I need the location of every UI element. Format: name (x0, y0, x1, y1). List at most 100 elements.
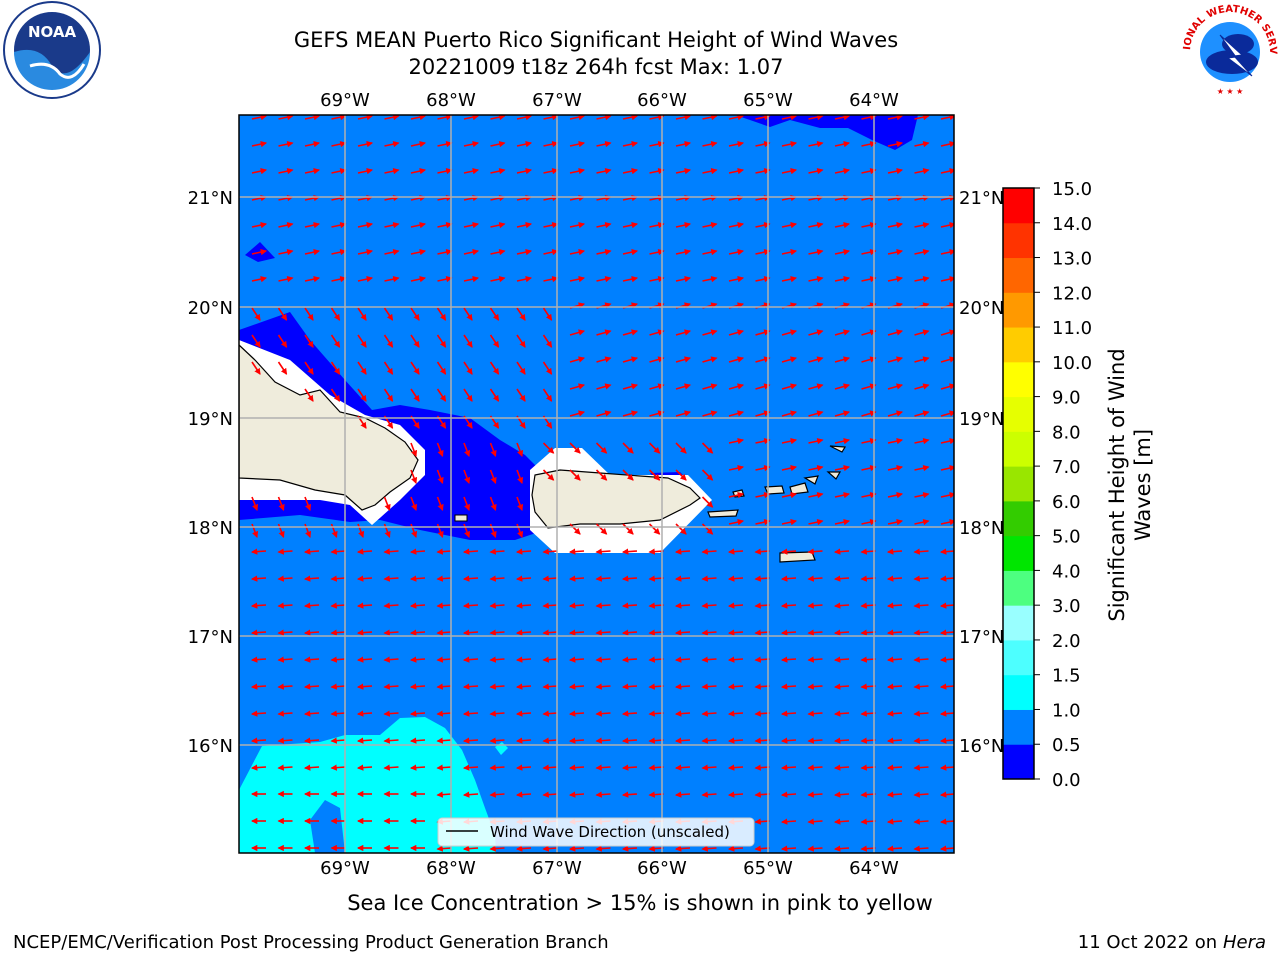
lat-label-left: 21°N (188, 188, 233, 209)
wind-arrow (808, 491, 824, 499)
wind-arrow (304, 248, 321, 256)
wind-arrow (569, 167, 586, 175)
wind-arrow (436, 388, 447, 402)
wind-arrow (755, 115, 771, 121)
wind-arrow (648, 442, 661, 454)
wind-arrow (861, 464, 877, 472)
wind-arrow (409, 548, 426, 555)
wind-arrow (675, 356, 692, 363)
colorbar-swatch (1003, 222, 1034, 259)
wind-arrow (701, 764, 717, 771)
wind-arrow (250, 602, 267, 609)
wind-arrow (489, 496, 497, 511)
wind-arrow (595, 602, 611, 609)
wind-arrow (436, 629, 452, 636)
wind-arrow (781, 275, 798, 283)
wind-arrow (727, 683, 744, 690)
wind-arrow (808, 410, 824, 417)
wind-arrow (436, 575, 452, 582)
wind-arrow (648, 845, 664, 852)
wind-arrow (754, 845, 770, 852)
wind-arrow (410, 334, 420, 348)
wind-arrow (808, 437, 824, 445)
sea-ice-note: Sea Ice Concentration > 15% is shown in … (347, 891, 933, 915)
wind-arrow (701, 845, 717, 852)
wind-arrow (834, 410, 851, 417)
wind-arrow (649, 410, 665, 417)
wind-arrow (728, 221, 745, 229)
wind-arrow (754, 548, 770, 555)
wind-arrow (277, 629, 293, 636)
wind-arrow (277, 307, 288, 321)
wind-arrow (596, 356, 612, 363)
wind-arrow (940, 518, 954, 526)
wind-arrow (331, 140, 347, 148)
wind-arrow (675, 329, 692, 336)
wind-arrow (754, 656, 770, 663)
wind-arrow (674, 845, 691, 852)
wind-arrow (251, 167, 268, 175)
colorbar-tick-label: 11.0 (1052, 318, 1092, 339)
wind-arrow (648, 602, 664, 609)
wind-arrow (331, 167, 347, 175)
wind-arrow (542, 845, 558, 852)
wind-arrow (278, 275, 294, 283)
wind-arrow (621, 845, 638, 852)
wind-arrow (437, 140, 453, 148)
wind-arrow (648, 469, 661, 481)
wind-arrow (490, 221, 506, 229)
lon-label-top: 64°W (849, 90, 899, 111)
wind-arrow (727, 656, 744, 663)
wind-arrow (357, 140, 374, 148)
wind-arrow (861, 329, 877, 336)
wind-arrow (568, 737, 585, 744)
lon-label-bottom: 66°W (637, 858, 687, 879)
wind-arrow (833, 548, 850, 555)
wind-arrow (887, 437, 904, 445)
wind-arrow (462, 737, 479, 744)
wind-arrow (675, 383, 692, 390)
wind-arrow (675, 410, 692, 417)
wind-arrow (834, 437, 851, 445)
wind-arrow (542, 629, 558, 636)
wind-arrow (887, 383, 904, 390)
wind-arrow (250, 575, 267, 582)
wind-arrow (913, 548, 929, 555)
wind-arrow (462, 764, 479, 771)
wind-arrow (940, 383, 954, 390)
wind-arrow (410, 115, 427, 121)
wind-arrow (409, 656, 426, 663)
colorbar-tick-label: 9.0 (1052, 388, 1081, 409)
wind-arrow (357, 334, 367, 348)
wind-arrow (357, 388, 367, 402)
wind-arrow (649, 115, 665, 121)
wind-arrow (621, 737, 638, 744)
wind-arrow (755, 437, 771, 445)
wind-arrow (410, 140, 427, 148)
wind-arrow (860, 629, 876, 636)
cyan-zone-south (239, 717, 496, 853)
wind-arrow (357, 307, 367, 321)
wind-arrow (437, 248, 453, 256)
wind-arrow (728, 518, 745, 526)
wind-arrow (887, 356, 904, 363)
lon-labels-bottom: 69°W 68°W 67°W 66°W 65°W 64°W (320, 858, 899, 879)
wind-arrow (727, 548, 744, 555)
wind-arrow (463, 388, 473, 402)
wind-arrow (383, 496, 391, 511)
wind-arrow (383, 523, 391, 538)
wind-arrow (808, 248, 824, 256)
wind-arrow (304, 361, 314, 375)
wind-arrow (357, 275, 374, 283)
wind-arrow (755, 275, 771, 283)
wind-arrow (410, 275, 427, 283)
wind-arrow (621, 602, 638, 609)
wind-arrow (781, 518, 798, 526)
lon-labels-top: 69°W 68°W 67°W 66°W 65°W 64°W (320, 90, 899, 111)
wind-arrow (914, 491, 930, 499)
wind-arrow (251, 248, 268, 256)
wind-arrow (489, 791, 505, 798)
wind-arrow (409, 683, 426, 690)
wind-arrow (886, 737, 903, 744)
wind-arrow (860, 548, 876, 555)
